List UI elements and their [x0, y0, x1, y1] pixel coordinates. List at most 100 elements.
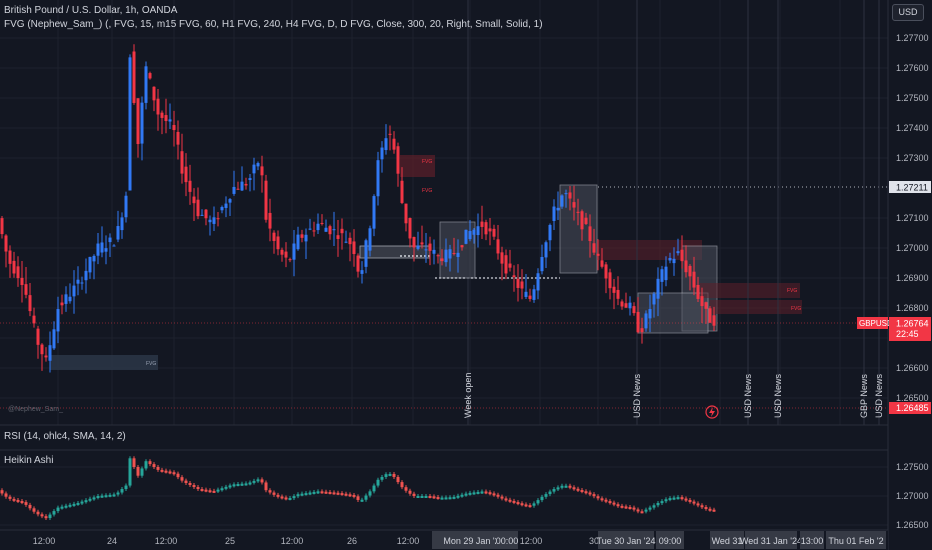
candle-body — [628, 302, 632, 309]
heikin-body — [408, 490, 412, 494]
candle-body — [504, 255, 508, 274]
heikin-body — [76, 502, 80, 505]
candle-body — [240, 181, 244, 191]
heikin-body — [640, 511, 644, 514]
candle-body — [636, 311, 640, 333]
heikin-body — [620, 505, 624, 508]
heikin-body — [92, 497, 96, 500]
currency-button[interactable]: USD — [892, 4, 924, 21]
heikin-ashi-legend[interactable]: Heikin Ashi — [4, 455, 54, 466]
heikin-body — [320, 491, 324, 494]
fvg-zone-10 — [710, 300, 802, 314]
heikin-tick-label: 1.26500 — [896, 520, 929, 530]
candle-body — [284, 251, 288, 258]
heikin-body — [16, 499, 20, 502]
candle-body — [456, 252, 460, 257]
candle-body — [292, 243, 296, 260]
heikin-body — [692, 501, 696, 504]
candle-body — [472, 229, 476, 235]
event-label: USD News — [743, 373, 753, 418]
heikin-body — [52, 511, 56, 515]
candle-body — [316, 223, 320, 231]
heikin-body — [524, 504, 528, 507]
heikin-body — [112, 494, 116, 497]
heikin-body — [300, 493, 304, 496]
price-axis[interactable] — [888, 0, 932, 550]
candle-body — [536, 273, 540, 291]
candle-body — [272, 232, 276, 241]
candle-body — [92, 255, 96, 262]
candle-body — [432, 249, 436, 254]
heikin-body — [476, 491, 480, 494]
fvg-zone-9 — [700, 283, 800, 298]
candle-body — [448, 249, 452, 259]
heikin-body — [216, 489, 220, 492]
heikin-body — [64, 505, 68, 508]
heikin-body — [180, 477, 184, 481]
candle-body — [560, 195, 564, 207]
candle-body — [672, 258, 676, 264]
heikin-body — [416, 496, 420, 498]
heikin-body — [244, 483, 248, 486]
candle-body — [384, 138, 388, 151]
heikin-tick-label: 1.27000 — [896, 491, 929, 501]
heikin-body — [428, 496, 432, 498]
heikin-body — [480, 491, 484, 494]
heikin-body — [572, 487, 576, 490]
candle-body — [52, 329, 56, 349]
candle-body — [372, 196, 376, 229]
heikin-body — [96, 496, 100, 498]
heikin-body — [696, 503, 700, 506]
heikin-body — [140, 468, 144, 476]
heikin-body — [308, 492, 312, 495]
candle-body — [544, 242, 548, 258]
current-price-text: 1.26764 — [896, 319, 929, 329]
time-label-highlighted: 00:00 — [496, 536, 519, 546]
candle-body — [352, 241, 356, 254]
heikin-body — [700, 505, 704, 508]
candle-body — [168, 119, 172, 122]
heikin-body — [236, 484, 240, 487]
candle-body — [244, 183, 248, 186]
candle-body — [516, 278, 520, 288]
heikin-body — [644, 509, 648, 512]
candle-body — [656, 278, 660, 299]
candle-body — [712, 315, 716, 326]
candle-body — [160, 112, 164, 118]
indicator-legend[interactable]: FVG (Nephew_Sam_) (, FVG, 15, m15 FVG, 6… — [4, 19, 543, 30]
price-tick-label: 1.27000 — [896, 243, 929, 253]
candle-body — [36, 328, 40, 345]
candle-body — [684, 260, 688, 273]
candle-body — [376, 160, 380, 197]
heikin-body — [144, 461, 148, 469]
candle-body — [412, 236, 416, 248]
price-tick-label: 1.26500 — [896, 393, 929, 403]
heikin-axis-ticks: 1.27500 1.27000 1.26500 — [896, 462, 929, 530]
alert-icon[interactable] — [705, 405, 719, 419]
heikin-body — [688, 499, 692, 502]
candle-body — [704, 302, 708, 309]
candle-body — [520, 281, 524, 289]
candle-body — [476, 226, 480, 236]
candle-body — [256, 163, 260, 167]
candle-body — [392, 138, 396, 150]
heikin-body — [332, 492, 336, 495]
time-label-highlighted: Mon 29 Jan '24 — [443, 536, 504, 546]
candle-body — [564, 193, 568, 195]
candle-body — [132, 51, 136, 103]
candle-body — [652, 293, 656, 305]
current-price-tag — [889, 317, 931, 341]
rsi-legend[interactable]: RSI (14, ohlc4, SMA, 14, 2) — [4, 431, 126, 442]
heikin-body — [232, 484, 236, 487]
candle-body — [212, 217, 216, 224]
candle-body — [648, 309, 652, 319]
candle-body — [32, 315, 36, 324]
heikin-body — [376, 479, 380, 486]
heikin-body — [664, 499, 668, 502]
heikin-body — [100, 495, 104, 498]
heikin-body — [384, 474, 388, 477]
price-tick-label: 1.27700 — [896, 33, 929, 43]
chart-title[interactable]: British Pound / U.S. Dollar, 1h, OANDA — [4, 5, 178, 16]
heikin-body — [420, 496, 424, 498]
